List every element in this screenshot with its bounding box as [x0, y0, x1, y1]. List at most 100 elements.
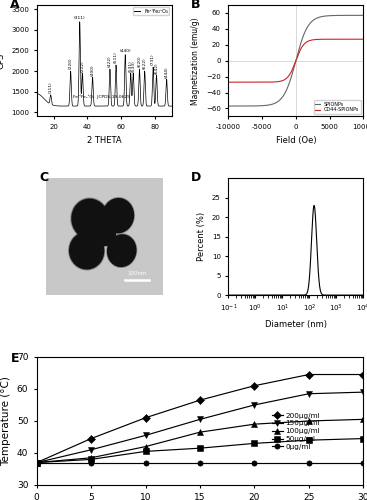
Ellipse shape — [107, 234, 137, 268]
50μg/ml — [34, 460, 39, 466]
Ellipse shape — [72, 200, 108, 239]
Line: 150μg/ml: 150μg/ml — [34, 390, 366, 465]
Ellipse shape — [70, 232, 103, 269]
Ellipse shape — [103, 198, 134, 232]
X-axis label: Diameter (nm): Diameter (nm) — [265, 320, 327, 328]
150μg/ml — [198, 416, 202, 422]
Y-axis label: CPS: CPS — [0, 52, 6, 69]
0μg/ml — [89, 460, 93, 466]
100μg/ml — [198, 429, 202, 435]
Ellipse shape — [102, 198, 134, 234]
100μg/ml — [89, 455, 93, 461]
50μg/ml — [198, 445, 202, 451]
0μg/ml — [252, 460, 257, 466]
Text: (620): (620) — [138, 56, 141, 68]
Text: D: D — [190, 171, 201, 184]
Line: 0μg/ml: 0μg/ml — [34, 460, 366, 465]
50μg/ml — [307, 437, 311, 443]
SPIONPs — [288, 76, 292, 82]
100μg/ml — [361, 416, 366, 422]
200μg/ml — [361, 372, 366, 378]
0μg/ml — [198, 460, 202, 466]
150μg/ml — [307, 390, 311, 396]
Legend: Fe²⁾Fe₂³O₄: Fe²⁾Fe₂³O₄ — [133, 8, 169, 16]
Text: Fe²⁾Fe₂³O₄  JCPDS-19-0629: Fe²⁾Fe₂³O₄ JCPDS-19-0629 — [73, 94, 130, 98]
Text: (622): (622) — [143, 58, 147, 70]
Text: C: C — [40, 171, 49, 184]
200μg/ml — [252, 382, 257, 388]
Text: (531): (531) — [129, 60, 133, 72]
SPIONPs — [226, 103, 230, 109]
0μg/ml — [307, 460, 311, 466]
Text: (731): (731) — [151, 54, 155, 66]
Ellipse shape — [71, 198, 109, 240]
Text: (111): (111) — [49, 82, 53, 93]
100μg/ml — [143, 444, 148, 450]
Text: (311): (311) — [74, 16, 86, 20]
50μg/ml — [143, 448, 148, 454]
Y-axis label: Temperature (°C): Temperature (°C) — [1, 376, 11, 466]
CD44-SPIONPs — [226, 79, 230, 85]
150μg/ml — [34, 460, 39, 466]
50μg/ml — [252, 440, 257, 446]
Text: (400): (400) — [91, 64, 95, 76]
Ellipse shape — [108, 235, 136, 266]
Text: 100nm: 100nm — [127, 271, 147, 276]
Text: (220): (220) — [69, 58, 73, 70]
Line: CD44-SPIONPs: CD44-SPIONPs — [228, 39, 363, 82]
Ellipse shape — [94, 222, 116, 246]
Ellipse shape — [69, 232, 105, 270]
SPIONPs — [233, 103, 237, 109]
X-axis label: Field (Oe): Field (Oe) — [276, 136, 316, 144]
100μg/ml — [34, 460, 39, 466]
100μg/ml — [252, 421, 257, 427]
SPIONPs — [292, 64, 296, 70]
200μg/ml — [143, 415, 148, 421]
SPIONPs — [357, 12, 361, 18]
CD44-SPIONPs — [357, 36, 361, 42]
Legend: 200μg/ml, 150μg/ml, 100μg/ml, 50μg/ml, 0μg/ml: 200μg/ml, 150μg/ml, 100μg/ml, 50μg/ml, 0… — [269, 410, 323, 453]
0μg/ml — [34, 460, 39, 466]
Legend: SPIONPs, CD44-SPIONPs: SPIONPs, CD44-SPIONPs — [314, 100, 361, 114]
100μg/ml — [307, 418, 311, 424]
Text: (511): (511) — [114, 52, 118, 64]
CD44-SPIONPs — [292, 62, 296, 68]
Text: (642): (642) — [155, 62, 159, 74]
CD44-SPIONPs — [233, 79, 237, 85]
50μg/ml — [89, 456, 93, 462]
150μg/ml — [361, 389, 366, 395]
0μg/ml — [143, 460, 148, 466]
200μg/ml — [307, 372, 311, 378]
Y-axis label: Percent (%): Percent (%) — [197, 212, 206, 261]
X-axis label: 2 THETA: 2 THETA — [87, 136, 121, 144]
Text: (440): (440) — [120, 48, 131, 52]
SPIONPs — [333, 12, 337, 18]
Text: (222): (222) — [80, 60, 84, 72]
150μg/ml — [252, 402, 257, 408]
Line: SPIONPs: SPIONPs — [228, 16, 363, 106]
Y-axis label: Magnetization (emu/g): Magnetization (emu/g) — [191, 17, 200, 104]
0μg/ml — [361, 460, 366, 466]
150μg/ml — [89, 447, 93, 453]
SPIONPs — [361, 12, 366, 18]
200μg/ml — [34, 460, 39, 466]
CD44-SPIONPs — [333, 36, 337, 42]
CD44-SPIONPs — [357, 36, 361, 42]
Text: (444): (444) — [165, 66, 168, 78]
150μg/ml — [143, 432, 148, 438]
Text: E: E — [11, 352, 19, 365]
Text: (533): (533) — [131, 60, 135, 72]
CD44-SPIONPs — [361, 36, 366, 42]
CD44-SPIONPs — [288, 70, 292, 76]
200μg/ml — [198, 397, 202, 403]
Line: 200μg/ml: 200μg/ml — [34, 372, 366, 465]
50μg/ml — [361, 436, 366, 442]
SPIONPs — [357, 12, 361, 18]
Line: 100μg/ml: 100μg/ml — [34, 416, 366, 465]
Line: 50μg/ml: 50μg/ml — [34, 436, 366, 465]
Text: B: B — [190, 0, 200, 12]
Ellipse shape — [94, 223, 115, 246]
Text: A: A — [10, 0, 19, 12]
200μg/ml — [89, 436, 93, 442]
Text: (422): (422) — [108, 56, 112, 68]
